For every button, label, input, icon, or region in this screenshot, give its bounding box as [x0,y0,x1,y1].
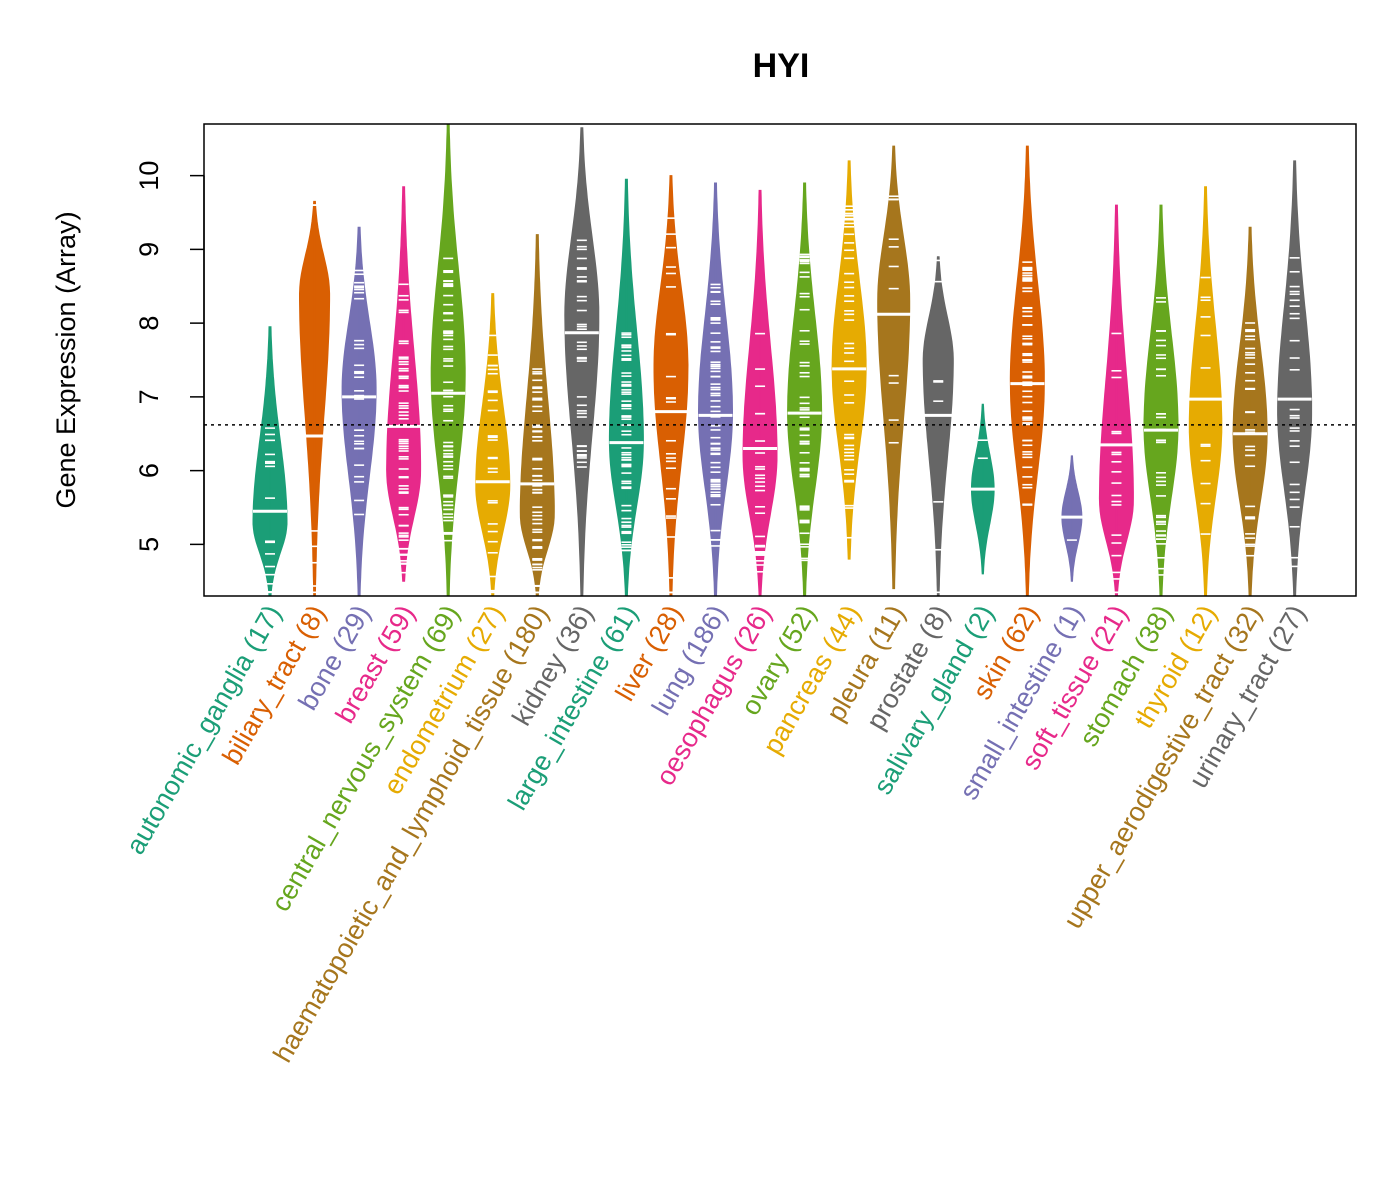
violin-breast [386,186,422,582]
y-tick-label: 7 [134,389,164,404]
violin-haematopoietic-and-lymphoid-tissue [519,234,555,597]
y-axis-label: Gene Expression (Array) [51,211,81,508]
y-axis: 5 6 7 8 9 10 [134,161,205,552]
chart-title: HYI [753,47,810,85]
violin-biliary-tract [297,200,332,597]
violin-salivary-gland [965,403,1000,575]
violin-stomach [1143,204,1179,597]
violin-pancreas [831,160,867,560]
violin-soft-tissue [1098,204,1134,597]
y-tick-label: 9 [134,242,164,257]
violin-upper-aerodigestive-tract [1232,226,1268,597]
violin-kidney [564,127,600,597]
y-tick-label: 10 [134,161,164,191]
violin-prostate [921,256,956,597]
violin-ovary [787,182,823,597]
violin-endometrium [475,293,511,597]
violin-liver [653,175,689,597]
violin-thyroid [1188,186,1223,597]
violin-oesophagus [742,189,778,597]
y-tick-label: 6 [134,463,164,478]
x-axis-labels: autonomic_ganglia (17)biliary_tract (8)b… [120,600,1312,1067]
violin-central-nervous-system [430,123,466,597]
violin-skin [1009,145,1045,597]
violin-bone [341,226,377,597]
violin-small-intestine [1054,455,1089,582]
violin-large-intestine [608,178,644,597]
plot-area [252,123,1313,597]
violin-pleura [876,145,911,590]
y-tick-label: 8 [134,316,164,331]
violin-lung [698,182,733,597]
plot-frame [203,123,1357,597]
y-tick-label: 5 [134,537,164,552]
violin-autonomic-ganglia [252,326,288,597]
violin-urinary-tract [1277,160,1313,597]
